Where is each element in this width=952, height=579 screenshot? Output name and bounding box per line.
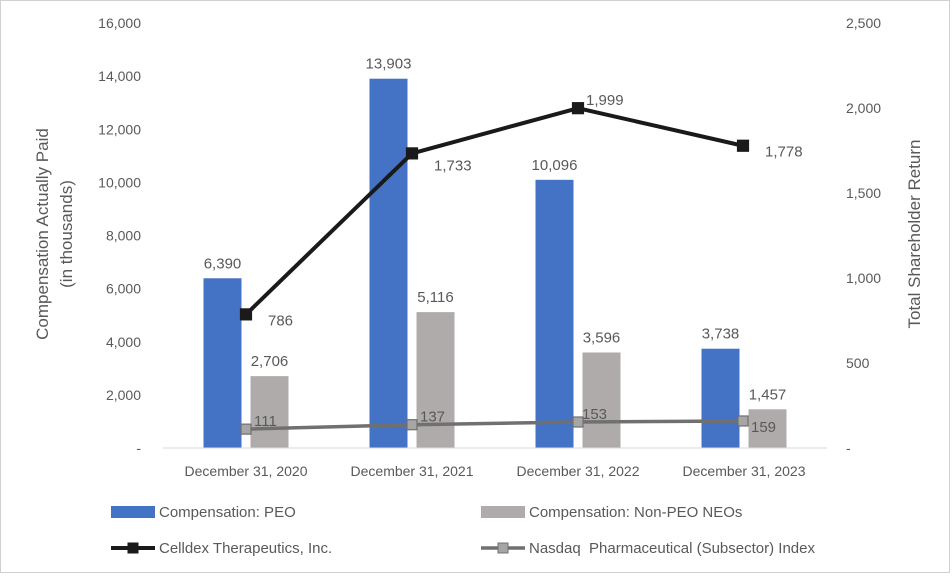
celldex-line <box>244 106 744 316</box>
bar-data-label: 10,096 <box>532 157 578 174</box>
nasdaq-marker <box>406 419 418 431</box>
line-data-label: 137 <box>420 409 445 426</box>
y2-tick-label: 2,000 <box>846 100 881 116</box>
bar-non-peo <box>416 312 455 448</box>
y-tick-label: 8,000 <box>106 228 141 244</box>
line-data-label: 786 <box>268 312 293 329</box>
bar-data-label: 3,596 <box>583 329 621 346</box>
celldex-marker <box>239 308 253 321</box>
bar-data-label: 5,116 <box>417 289 453 306</box>
legend-label: Nasdaq Pharmaceutical (Subsector) Index <box>529 540 815 557</box>
bar-data-label: 2,706 <box>251 353 289 370</box>
celldex-marker <box>405 147 419 160</box>
y2-tick-label: - <box>846 440 851 456</box>
bar-data-label: 13,903 <box>366 56 412 73</box>
x-tick-label: December 31, 2023 <box>683 463 806 479</box>
y2-tick-label: 500 <box>846 355 870 371</box>
bar-data-label: 1,457 <box>749 386 787 403</box>
celldex-marker <box>571 102 585 115</box>
y-tick-label: 14,000 <box>98 68 141 84</box>
nasdaq-marker <box>572 416 584 428</box>
legend-label: Celldex Therapeutics, Inc. <box>159 540 332 557</box>
x-tick-label: December 31, 2022 <box>517 463 640 479</box>
y-tick-label: 10,000 <box>98 174 141 190</box>
y-axis-title-line-1: Compensation Actually Paid <box>33 128 52 340</box>
nasdaq-marker <box>240 423 252 435</box>
bar-non-peo <box>748 409 787 448</box>
legend-swatch <box>481 506 525 518</box>
nasdaq-marker <box>737 415 749 427</box>
y-tick-label: - <box>136 440 141 456</box>
bar-peo <box>369 78 408 448</box>
line-data-label: 1,733 <box>434 157 472 174</box>
y-tick-label: 4,000 <box>106 334 141 350</box>
y2-tick-label: 1,000 <box>846 270 881 286</box>
nasdaq-line <box>245 419 744 431</box>
y-tick-label: 2,000 <box>106 387 141 403</box>
celldex-marker <box>736 139 750 152</box>
bar-peo <box>535 179 574 448</box>
y2-axis-title: Total Shareholder Return <box>905 139 924 328</box>
legend-label: Compensation: Non-PEO NEOs <box>529 504 742 521</box>
y-tick-label: 6,000 <box>106 281 141 297</box>
y2-tick-label: 1,500 <box>846 185 881 201</box>
x-tick-label: December 31, 2021 <box>351 463 474 479</box>
legend-marker <box>127 542 139 554</box>
legend-marker <box>497 542 509 554</box>
y-axis-title-line-2: (in thousands) <box>57 180 76 288</box>
line-data-label: 159 <box>751 419 776 436</box>
bar-data-label: 3,738 <box>702 326 740 343</box>
bar-peo <box>203 278 242 448</box>
bar-non-peo <box>582 352 621 448</box>
line-data-label: 1,778 <box>765 144 803 161</box>
line-data-label: 1,999 <box>586 92 624 109</box>
y2-tick-label: 2,500 <box>846 15 881 31</box>
line-data-label: 111 <box>254 413 277 430</box>
bar-data-label: 6,390 <box>204 255 242 272</box>
bar-non-peo <box>250 376 289 448</box>
y-tick-label: 12,000 <box>98 121 141 137</box>
line-data-label: 153 <box>582 406 607 423</box>
legend-label: Compensation: PEO <box>159 504 296 521</box>
bar-peo <box>701 348 740 448</box>
legend-swatch <box>111 506 155 518</box>
y-tick-label: 16,000 <box>98 15 141 31</box>
x-tick-label: December 31, 2020 <box>185 463 308 479</box>
